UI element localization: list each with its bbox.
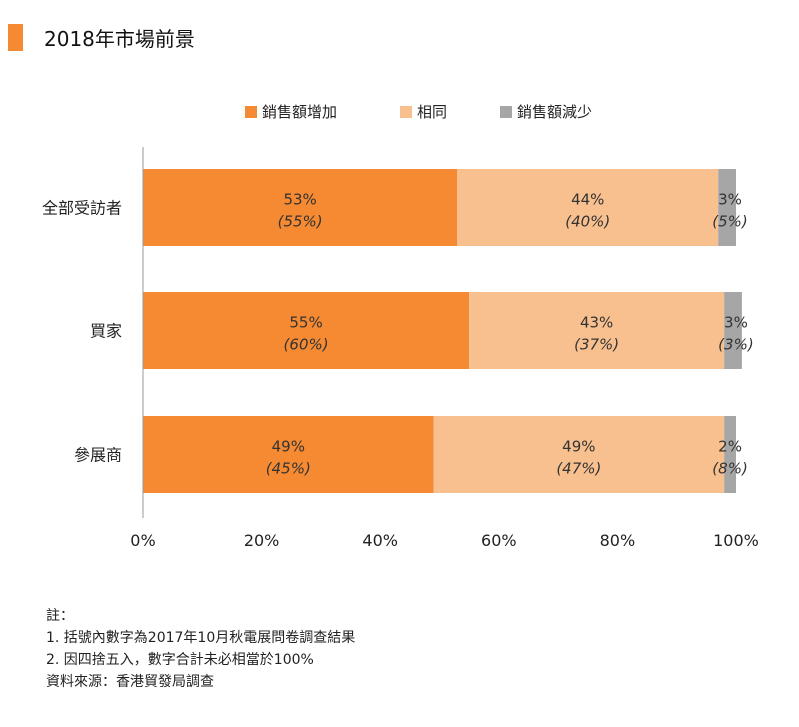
header-accent-bar	[8, 24, 23, 51]
data-label: 3%	[724, 314, 748, 332]
legend-label: 銷售額減少	[517, 103, 592, 121]
bar-segment	[457, 169, 719, 246]
data-label-previous: (60%)	[284, 336, 329, 354]
notes: 註： 1. 括號內數字為2017年10月秋電展問卷調查結果 2. 因四捨五入，數…	[46, 605, 355, 693]
category-label: 參展商	[74, 446, 122, 465]
data-label-previous: (45%)	[266, 460, 311, 478]
x-tick-label: 60%	[481, 531, 517, 550]
bar-segment	[724, 416, 736, 493]
bar-segment	[143, 416, 434, 493]
bar-segment	[433, 416, 725, 493]
legend-label: 相同	[417, 103, 447, 121]
legend-swatch	[500, 106, 512, 118]
data-label: 3%	[718, 191, 742, 209]
source-line: 資料來源：香港貿發局調查	[46, 674, 214, 690]
data-label-previous: (5%)	[712, 213, 748, 231]
legend-swatch	[245, 106, 257, 118]
data-label: 2%	[718, 438, 742, 456]
page-title: 2018年市場前景	[44, 27, 195, 51]
x-tick-label: 0%	[130, 531, 155, 550]
data-label: 53%	[283, 191, 316, 209]
data-label: 44%	[571, 191, 604, 209]
notes-heading: 註：	[46, 608, 74, 624]
x-tick-label: 40%	[362, 531, 398, 550]
category-label: 全部受訪者	[42, 199, 122, 218]
note-line-2: 2. 因四捨五入，數字合計未必相當於100%	[46, 652, 314, 668]
x-tick-label: 20%	[244, 531, 280, 550]
data-label: 49%	[272, 438, 305, 456]
bar-segment	[469, 292, 725, 369]
x-tick-label: 80%	[600, 531, 636, 550]
bar-segment	[718, 169, 736, 246]
legend-swatch	[400, 106, 412, 118]
bar-segment	[724, 292, 742, 369]
data-label-previous: (3%)	[718, 336, 754, 354]
legend-label: 銷售額增加	[262, 103, 337, 121]
bar-segment	[143, 292, 470, 369]
data-label: 49%	[562, 438, 595, 456]
data-label-previous: (40%)	[565, 213, 610, 231]
data-label-previous: (47%)	[556, 460, 601, 478]
data-label-previous: (8%)	[712, 460, 748, 478]
x-tick-label: 100%	[713, 531, 759, 550]
stacked-bar-chart: 銷售額增加 相同 銷售額減少 53% (55%) 44% (40%) 3% (5%) 全部受訪者 5…	[42, 103, 759, 550]
data-label: 55%	[289, 314, 322, 332]
data-label-previous: (37%)	[574, 336, 619, 354]
data-label-previous: (55%)	[278, 213, 323, 231]
bar-segment	[143, 169, 458, 246]
note-line-1: 1. 括號內數字為2017年10月秋電展問卷調查結果	[46, 630, 356, 646]
category-label: 買家	[90, 322, 122, 341]
data-label: 43%	[580, 314, 613, 332]
